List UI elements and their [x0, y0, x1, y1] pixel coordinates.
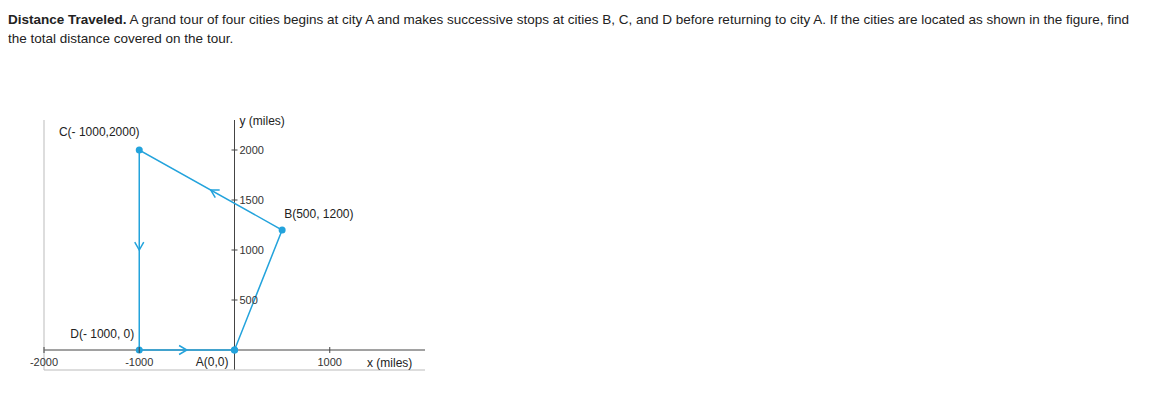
svg-text:C(- 1000,2000): C(- 1000,2000) — [59, 125, 140, 139]
html-text:Distance Traveled. A grand tou: Distance Traveled. A grand tour of four … — [8, 12, 1130, 46]
svg-text:-1000: -1000 — [125, 356, 153, 368]
html-text:y (miles): y (miles) — [239, 114, 285, 128]
svg-text:A(0,0): A(0,0) — [196, 355, 229, 369]
html-text:x (miles): x (miles) — [367, 356, 413, 370]
svg-text:D(- 1000, 0): D(- 1000, 0) — [70, 327, 134, 341]
svg-text:2000: 2000 — [240, 144, 264, 156]
svg-text:B(500, 1200): B(500, 1200) — [284, 207, 353, 221]
svg-text:1000: 1000 — [318, 356, 342, 368]
svg-text:-2000: -2000 — [30, 356, 58, 368]
svg-text:500: 500 — [240, 294, 258, 306]
svg-text:1500: 1500 — [240, 194, 264, 206]
svg-text:1000: 1000 — [240, 244, 264, 256]
